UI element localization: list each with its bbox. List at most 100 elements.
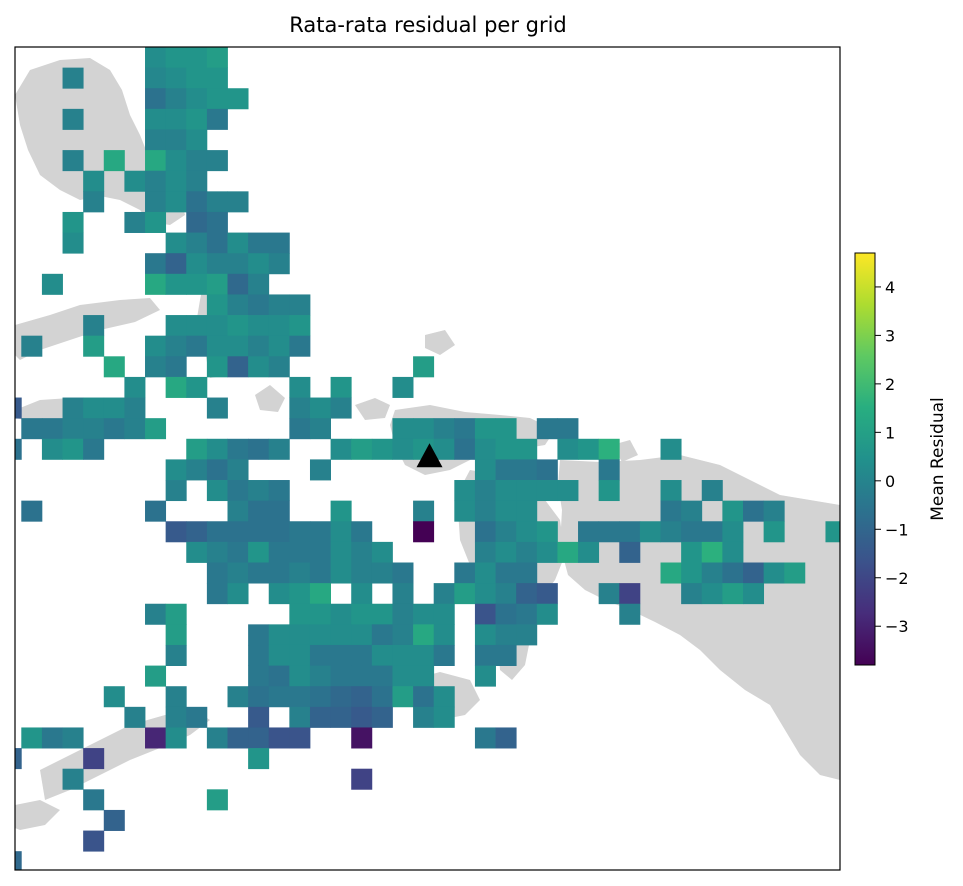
- grid-cell: [660, 521, 682, 543]
- grid-cell: [268, 562, 290, 584]
- grid-cell: [289, 644, 311, 666]
- grid-cell: [83, 438, 105, 460]
- grid-cell: [165, 108, 187, 130]
- grid-cell: [351, 686, 373, 708]
- grid-cell: [474, 459, 496, 481]
- triangle-marker: [416, 443, 443, 468]
- grid-cell: [145, 129, 167, 151]
- grid-cell: [433, 418, 455, 440]
- grid-cell: [495, 418, 517, 440]
- grid-cell: [763, 562, 785, 584]
- grid-cell: [681, 583, 703, 605]
- grid-cell: [103, 686, 125, 708]
- grid-cell: [62, 418, 84, 440]
- grid-cell: [206, 335, 228, 357]
- grid-cell: [206, 294, 228, 316]
- grid-cell: [83, 418, 105, 440]
- grid-cell: [309, 541, 331, 563]
- grid-cell: [681, 541, 703, 563]
- grid-cell: [330, 665, 352, 687]
- grid-cell: [206, 273, 228, 295]
- grid-cell: [516, 541, 538, 563]
- colorbar-tick-label: 1: [885, 423, 895, 442]
- grid-cell: [62, 438, 84, 460]
- grid-cell: [15, 397, 22, 419]
- grid-cell: [248, 706, 270, 728]
- grid-cell: [309, 665, 331, 687]
- grid-cell: [227, 562, 249, 584]
- map-frame: [14, 46, 841, 871]
- grid-cell: [578, 541, 600, 563]
- grid-cell: [371, 562, 393, 584]
- grid-cell: [227, 686, 249, 708]
- grid-cell: [433, 603, 455, 625]
- grid-cell: [578, 521, 600, 543]
- grid-cell: [660, 438, 682, 460]
- grid-cell: [516, 500, 538, 522]
- grid-cell: [289, 665, 311, 687]
- grid-cell: [371, 644, 393, 666]
- grid-cell: [186, 315, 208, 337]
- grid-cell: [330, 397, 352, 419]
- grid-cell: [227, 315, 249, 337]
- grid-cell: [309, 418, 331, 440]
- grid-cell: [413, 624, 435, 646]
- grid-cell: [557, 438, 579, 460]
- grid-cell: [145, 47, 167, 69]
- grid-cell: [536, 541, 558, 563]
- colorbar-label: Mean Residual: [928, 397, 948, 521]
- grid-cell: [268, 727, 290, 749]
- grid-cell: [557, 480, 579, 502]
- grid-cell: [454, 583, 476, 605]
- grid-cell: [330, 624, 352, 646]
- grid-cell: [165, 644, 187, 666]
- grid-cell: [124, 418, 146, 440]
- grid-cell: [186, 129, 208, 151]
- grid-cell: [763, 521, 785, 543]
- grid-cell: [227, 273, 249, 295]
- grid-cell: [103, 809, 125, 831]
- grid-cell: [392, 438, 414, 460]
- grid-cell: [495, 500, 517, 522]
- grid-cell: [660, 480, 682, 502]
- grid-cell: [722, 583, 744, 605]
- grid-cell: [413, 500, 435, 522]
- grid-cell: [495, 644, 517, 666]
- grid-cell: [495, 459, 517, 481]
- grid-cell: [516, 603, 538, 625]
- grid-cell: [289, 335, 311, 357]
- grid-cell: [248, 541, 270, 563]
- grid-cell: [206, 521, 228, 543]
- grid-cell: [392, 583, 414, 605]
- grid-cell: [392, 376, 414, 398]
- grid-cell: [227, 88, 249, 110]
- grid-cell: [309, 521, 331, 543]
- grid-cell: [186, 232, 208, 254]
- grid-cell: [165, 686, 187, 708]
- grid-cell: [330, 562, 352, 584]
- grid-cell: [701, 521, 723, 543]
- grid-cell: [351, 541, 373, 563]
- grid-cell: [124, 376, 146, 398]
- grid-cell: [227, 356, 249, 378]
- grid-cell: [186, 273, 208, 295]
- grid-cell: [289, 294, 311, 316]
- grid-cell: [83, 748, 105, 770]
- grid-cell: [21, 500, 43, 522]
- grid-cell: [206, 583, 228, 605]
- grid-cell: [227, 294, 249, 316]
- grid-cell: [289, 624, 311, 646]
- grid-cell: [413, 356, 435, 378]
- grid-cell: [474, 644, 496, 666]
- grid-cell: [474, 521, 496, 543]
- land-islet-2: [255, 385, 285, 412]
- grid-cell: [309, 706, 331, 728]
- grid-cell: [433, 583, 455, 605]
- grid-cell: [186, 88, 208, 110]
- grid-cell: [248, 253, 270, 275]
- grid-cell: [268, 335, 290, 357]
- grid-cell: [206, 356, 228, 378]
- grid-cell: [227, 232, 249, 254]
- grid-cell: [639, 521, 661, 543]
- grid-cell: [206, 480, 228, 502]
